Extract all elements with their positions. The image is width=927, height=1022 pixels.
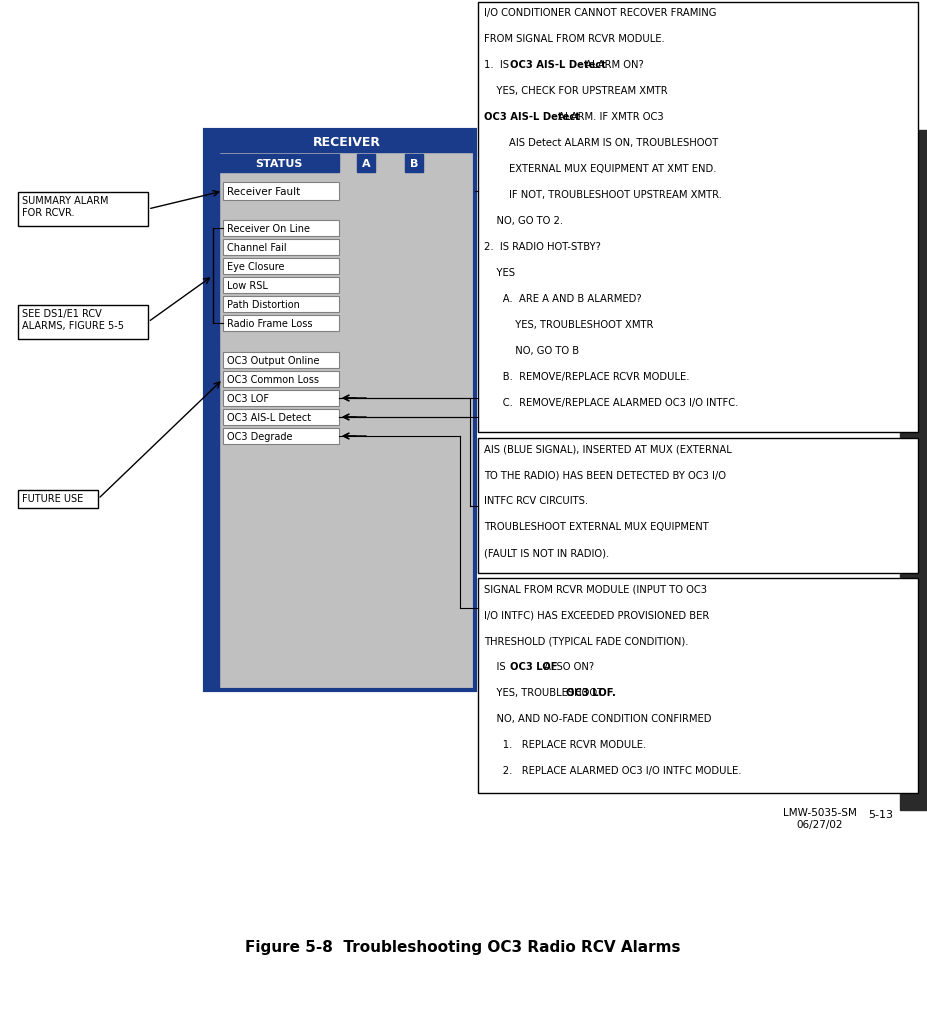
FancyBboxPatch shape [223,428,339,444]
FancyBboxPatch shape [223,390,339,406]
Text: IS: IS [484,662,509,672]
FancyBboxPatch shape [205,130,475,690]
Text: B: B [410,159,418,169]
FancyBboxPatch shape [18,305,148,339]
Text: Radio Frame Loss: Radio Frame Loss [227,319,312,329]
Text: Low RSL: Low RSL [227,281,268,291]
Text: Figure 5-8  Troubleshooting OC3 Radio RCV Alarms: Figure 5-8 Troubleshooting OC3 Radio RCV… [246,940,680,955]
Text: THRESHOLD (TYPICAL FADE CONDITION).: THRESHOLD (TYPICAL FADE CONDITION). [484,636,689,646]
FancyBboxPatch shape [357,154,375,172]
Text: OC3 LOF.: OC3 LOF. [566,688,616,698]
Text: FUTURE USE: FUTURE USE [22,494,83,504]
Text: Eye Closure: Eye Closure [227,262,285,272]
FancyBboxPatch shape [478,2,918,432]
Text: A.  ARE A AND B ALARMED?: A. ARE A AND B ALARMED? [484,294,641,304]
Text: LMW-5035-SM
06/27/02: LMW-5035-SM 06/27/02 [783,808,857,830]
Text: FROM SIGNAL FROM RCVR MODULE.: FROM SIGNAL FROM RCVR MODULE. [484,34,665,44]
Text: YES: YES [484,268,515,278]
Text: Channel Fail: Channel Fail [227,243,286,253]
Text: Receiver On Line: Receiver On Line [227,224,310,234]
Text: YES, CHECK FOR UPSTREAM XMTR: YES, CHECK FOR UPSTREAM XMTR [484,86,667,96]
Text: ALSO ON?: ALSO ON? [541,662,594,672]
FancyBboxPatch shape [219,154,339,172]
Text: 1.  IS: 1. IS [484,60,512,69]
Text: OC3 AIS-L Detect: OC3 AIS-L Detect [510,60,606,69]
Text: TO THE RADIO) HAS BEEN DETECTED BY OC3 I/O: TO THE RADIO) HAS BEEN DETECTED BY OC3 I… [484,470,726,480]
Text: OC3 LOF: OC3 LOF [510,662,558,672]
Text: I/O CONDITIONER CANNOT RECOVER FRAMING: I/O CONDITIONER CANNOT RECOVER FRAMING [484,8,717,18]
FancyBboxPatch shape [223,258,339,274]
Text: OC3 LOF: OC3 LOF [227,394,269,404]
Text: SUMMARY ALARM
FOR RCVR.: SUMMARY ALARM FOR RCVR. [22,196,108,218]
Text: STATUS: STATUS [255,159,303,169]
Text: B.  REMOVE/REPLACE RCVR MODULE.: B. REMOVE/REPLACE RCVR MODULE. [484,372,690,382]
Text: SEE DS1/E1 RCV
ALARMS, FIGURE 5-5: SEE DS1/E1 RCV ALARMS, FIGURE 5-5 [22,309,124,330]
Text: 1.   REPLACE RCVR MODULE.: 1. REPLACE RCVR MODULE. [484,740,646,750]
FancyBboxPatch shape [223,409,339,425]
FancyBboxPatch shape [478,578,918,793]
FancyBboxPatch shape [223,371,339,387]
Text: 5-13: 5-13 [868,810,893,820]
Text: YES, TROUBLESHOOT XMTR: YES, TROUBLESHOOT XMTR [484,320,654,330]
FancyBboxPatch shape [405,154,423,172]
Text: EXTERNAL MUX EQUIPMENT AT XMT END.: EXTERNAL MUX EQUIPMENT AT XMT END. [484,164,717,174]
Text: Path Distortion: Path Distortion [227,300,299,310]
Text: OC3 AIS-L Detect: OC3 AIS-L Detect [484,112,580,122]
FancyBboxPatch shape [223,277,339,293]
Text: RECEIVER: RECEIVER [313,136,381,148]
FancyBboxPatch shape [900,130,927,810]
Text: OC3 Output Online: OC3 Output Online [227,356,320,366]
FancyBboxPatch shape [18,192,148,226]
Text: TROUBLESHOOT EXTERNAL MUX EQUIPMENT: TROUBLESHOOT EXTERNAL MUX EQUIPMENT [484,522,709,532]
Text: ALARM. IF XMTR OC3: ALARM. IF XMTR OC3 [555,112,664,122]
Text: YES, TROUBLESHOOT: YES, TROUBLESHOOT [484,688,606,698]
Text: SIGNAL FROM RCVR MODULE (INPUT TO OC3: SIGNAL FROM RCVR MODULE (INPUT TO OC3 [484,584,707,594]
FancyBboxPatch shape [223,220,339,236]
Text: INTFC RCV CIRCUITS.: INTFC RCV CIRCUITS. [484,496,588,506]
FancyBboxPatch shape [223,182,339,200]
FancyBboxPatch shape [223,315,339,331]
FancyBboxPatch shape [205,130,219,690]
Text: C.  REMOVE/REPLACE ALARMED OC3 I/O INTFC.: C. REMOVE/REPLACE ALARMED OC3 I/O INTFC. [484,398,739,408]
Text: A: A [362,159,370,169]
Text: ALARM ON?: ALARM ON? [581,60,643,69]
FancyBboxPatch shape [223,352,339,368]
FancyBboxPatch shape [223,296,339,312]
FancyBboxPatch shape [223,239,339,256]
Text: OC3 Common Loss: OC3 Common Loss [227,375,319,385]
Text: (FAULT IS NOT IN RADIO).: (FAULT IS NOT IN RADIO). [484,548,609,558]
Text: Receiver Fault: Receiver Fault [227,187,300,197]
FancyBboxPatch shape [219,130,475,152]
Text: OC3 AIS-L Detect: OC3 AIS-L Detect [227,413,311,423]
Text: 2.   REPLACE ALARMED OC3 I/O INTFC MODULE.: 2. REPLACE ALARMED OC3 I/O INTFC MODULE. [484,766,742,776]
Text: 2.  IS RADIO HOT-STBY?: 2. IS RADIO HOT-STBY? [484,242,601,252]
Text: OC3 Degrade: OC3 Degrade [227,432,293,442]
Text: IF NOT, TROUBLESHOOT UPSTREAM XMTR.: IF NOT, TROUBLESHOOT UPSTREAM XMTR. [484,190,722,200]
Text: NO, GO TO 2.: NO, GO TO 2. [484,216,563,226]
FancyBboxPatch shape [18,490,98,508]
Text: I/O INTFC) HAS EXCEEDED PROVISIONED BER: I/O INTFC) HAS EXCEEDED PROVISIONED BER [484,610,709,620]
Text: AIS (BLUE SIGNAL), INSERTED AT MUX (EXTERNAL: AIS (BLUE SIGNAL), INSERTED AT MUX (EXTE… [484,444,731,454]
Text: NO, GO TO B: NO, GO TO B [484,346,579,356]
FancyBboxPatch shape [478,438,918,573]
Text: NO, AND NO-FADE CONDITION CONFIRMED: NO, AND NO-FADE CONDITION CONFIRMED [484,714,712,724]
Text: AIS Detect ALARM IS ON, TROUBLESHOOT: AIS Detect ALARM IS ON, TROUBLESHOOT [484,138,718,148]
